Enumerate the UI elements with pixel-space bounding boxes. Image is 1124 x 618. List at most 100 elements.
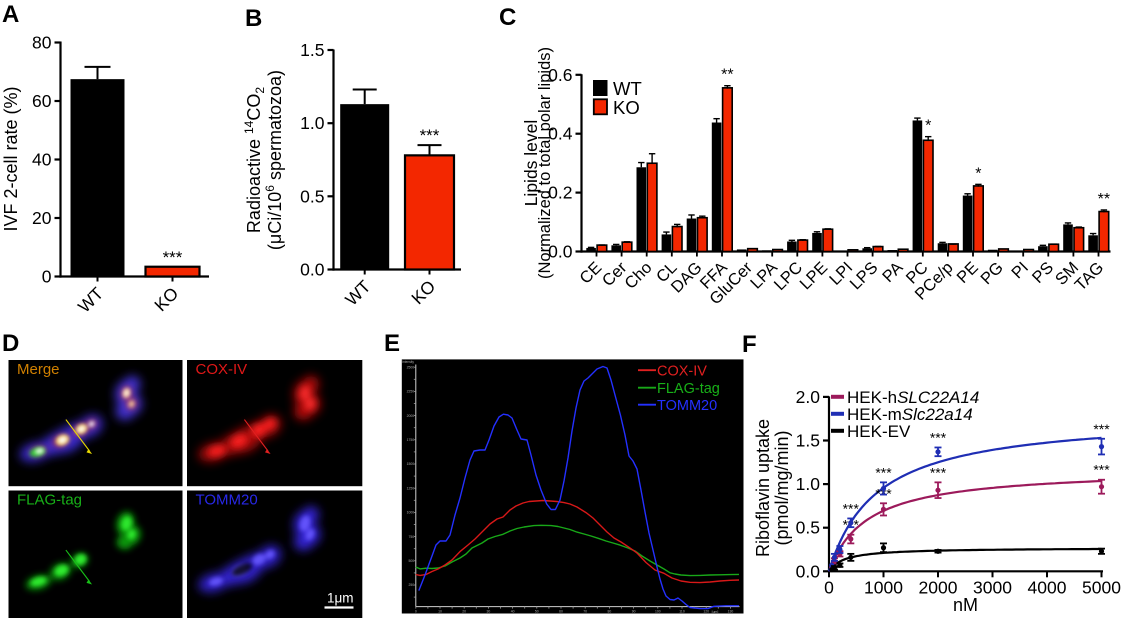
svg-text:(μCi/106 spermatozoa): (μCi/106 spermatozoa) bbox=[263, 70, 285, 250]
svg-text:nM: nM bbox=[953, 595, 978, 615]
svg-text:PS: PS bbox=[1029, 259, 1057, 287]
svg-text:2000: 2000 bbox=[919, 577, 958, 597]
svg-text:TOMM20: TOMM20 bbox=[196, 492, 258, 509]
svg-text:50: 50 bbox=[535, 610, 539, 614]
svg-text:1.0: 1.0 bbox=[796, 474, 821, 494]
svg-text:20: 20 bbox=[32, 208, 52, 228]
svg-text:110: 110 bbox=[679, 610, 685, 614]
svg-text:Merge: Merge bbox=[17, 361, 60, 378]
svg-text:2500: 2500 bbox=[407, 365, 415, 369]
svg-text:HEK-hSLC22A14: HEK-hSLC22A14 bbox=[847, 388, 979, 407]
svg-text:0.5: 0.5 bbox=[796, 518, 820, 538]
svg-text:0.0: 0.0 bbox=[300, 260, 325, 280]
svg-text:A: A bbox=[2, 1, 19, 28]
svg-text:**: ** bbox=[1098, 191, 1110, 208]
svg-text:WT: WT bbox=[341, 276, 375, 310]
svg-text:2250: 2250 bbox=[407, 390, 415, 394]
svg-text:10: 10 bbox=[438, 610, 442, 614]
svg-text:70: 70 bbox=[583, 610, 587, 614]
svg-text:TAG: TAG bbox=[1071, 259, 1107, 295]
svg-text:PE: PE bbox=[954, 259, 982, 287]
svg-text:WT: WT bbox=[74, 283, 108, 317]
svg-text:2.0: 2.0 bbox=[796, 387, 821, 407]
svg-text:***: *** bbox=[420, 126, 440, 145]
svg-text:FLAG-tag: FLAG-tag bbox=[657, 381, 720, 397]
svg-text:60: 60 bbox=[32, 91, 52, 111]
svg-text:3000: 3000 bbox=[973, 577, 1012, 597]
svg-text:***: *** bbox=[930, 429, 947, 445]
svg-text:40: 40 bbox=[511, 610, 515, 614]
svg-text:Lipids level: Lipids level bbox=[521, 120, 541, 207]
svg-text:F: F bbox=[742, 331, 757, 358]
svg-text:0: 0 bbox=[415, 610, 417, 614]
svg-text:HEK-EV: HEK-EV bbox=[847, 422, 911, 441]
svg-text:100: 100 bbox=[655, 610, 661, 614]
svg-text:E: E bbox=[384, 330, 400, 357]
svg-text:0: 0 bbox=[824, 577, 834, 597]
svg-text:750: 750 bbox=[409, 535, 415, 539]
svg-text:PA: PA bbox=[879, 259, 906, 286]
svg-text:60: 60 bbox=[559, 610, 563, 614]
svg-text:***: *** bbox=[843, 500, 860, 516]
svg-text:[μm]: [μm] bbox=[712, 610, 719, 614]
svg-text:***: *** bbox=[1093, 421, 1110, 437]
svg-text:LPS: LPS bbox=[847, 259, 882, 294]
svg-text:KO: KO bbox=[150, 283, 182, 315]
svg-text:CE: CE bbox=[576, 259, 605, 288]
svg-text:***: *** bbox=[875, 464, 892, 480]
svg-text:40: 40 bbox=[32, 150, 52, 170]
svg-text:120: 120 bbox=[703, 610, 709, 614]
svg-text:0.5: 0.5 bbox=[300, 186, 324, 206]
svg-text:KO: KO bbox=[613, 97, 640, 118]
svg-text:COX-IV: COX-IV bbox=[657, 364, 707, 380]
svg-text:1.0: 1.0 bbox=[300, 113, 325, 133]
svg-text:C: C bbox=[499, 4, 516, 31]
svg-text:PI: PI bbox=[1008, 259, 1032, 283]
svg-text:20: 20 bbox=[462, 610, 466, 614]
svg-text:1500: 1500 bbox=[407, 462, 415, 466]
svg-text:***: *** bbox=[163, 248, 183, 267]
svg-text:1.5: 1.5 bbox=[796, 431, 820, 451]
svg-text:30: 30 bbox=[487, 610, 491, 614]
svg-text:***: *** bbox=[930, 464, 947, 480]
svg-text:0: 0 bbox=[42, 267, 52, 287]
svg-text:0.6: 0.6 bbox=[548, 65, 572, 85]
svg-text:***: *** bbox=[1093, 462, 1110, 478]
svg-text:0.4: 0.4 bbox=[548, 124, 573, 144]
svg-text:*: * bbox=[925, 118, 931, 135]
svg-text:80: 80 bbox=[608, 610, 612, 614]
svg-text:Riboflavin uptake: Riboflavin uptake bbox=[753, 419, 773, 557]
svg-text:80: 80 bbox=[32, 33, 52, 53]
svg-text:D: D bbox=[2, 330, 19, 357]
svg-text:FLAG-tag: FLAG-tag bbox=[17, 492, 82, 509]
svg-text:1μm: 1μm bbox=[327, 591, 354, 606]
svg-text:Cho: Cho bbox=[621, 259, 655, 293]
svg-text:1000: 1000 bbox=[407, 511, 415, 515]
svg-text:250: 250 bbox=[409, 583, 415, 587]
svg-text:B: B bbox=[245, 5, 262, 32]
svg-text:2000: 2000 bbox=[407, 414, 415, 418]
svg-text:500: 500 bbox=[409, 559, 415, 563]
svg-text:IVF 2-cell rate (%): IVF 2-cell rate (%) bbox=[1, 86, 21, 231]
svg-text:(Normalized to total polar lip: (Normalized to total polar lipids) bbox=[536, 47, 554, 279]
svg-text:130: 130 bbox=[728, 610, 734, 614]
svg-text:TOMM20: TOMM20 bbox=[657, 398, 717, 414]
svg-text:1750: 1750 bbox=[407, 438, 415, 442]
svg-text:PG: PG bbox=[977, 259, 1007, 289]
svg-text:5000: 5000 bbox=[1082, 577, 1121, 597]
svg-text:0.0: 0.0 bbox=[548, 242, 573, 262]
svg-text:4000: 4000 bbox=[1028, 577, 1067, 597]
svg-text:90: 90 bbox=[632, 610, 636, 614]
svg-text:(pmol/mg/min): (pmol/mg/min) bbox=[772, 430, 792, 545]
svg-text:**: ** bbox=[721, 67, 733, 84]
svg-text:COX-IV: COX-IV bbox=[196, 361, 248, 378]
svg-text:1250: 1250 bbox=[407, 486, 415, 490]
svg-text:1.5: 1.5 bbox=[300, 40, 324, 60]
svg-text:0.0: 0.0 bbox=[796, 561, 821, 581]
svg-text:Intensity: Intensity bbox=[402, 360, 414, 364]
svg-text:WT: WT bbox=[613, 78, 642, 99]
svg-text:KO: KO bbox=[407, 276, 439, 308]
svg-text:1000: 1000 bbox=[864, 577, 903, 597]
svg-text:*: * bbox=[975, 165, 981, 182]
svg-text:Radioactive 14CO2: Radioactive 14CO2 bbox=[242, 87, 267, 233]
